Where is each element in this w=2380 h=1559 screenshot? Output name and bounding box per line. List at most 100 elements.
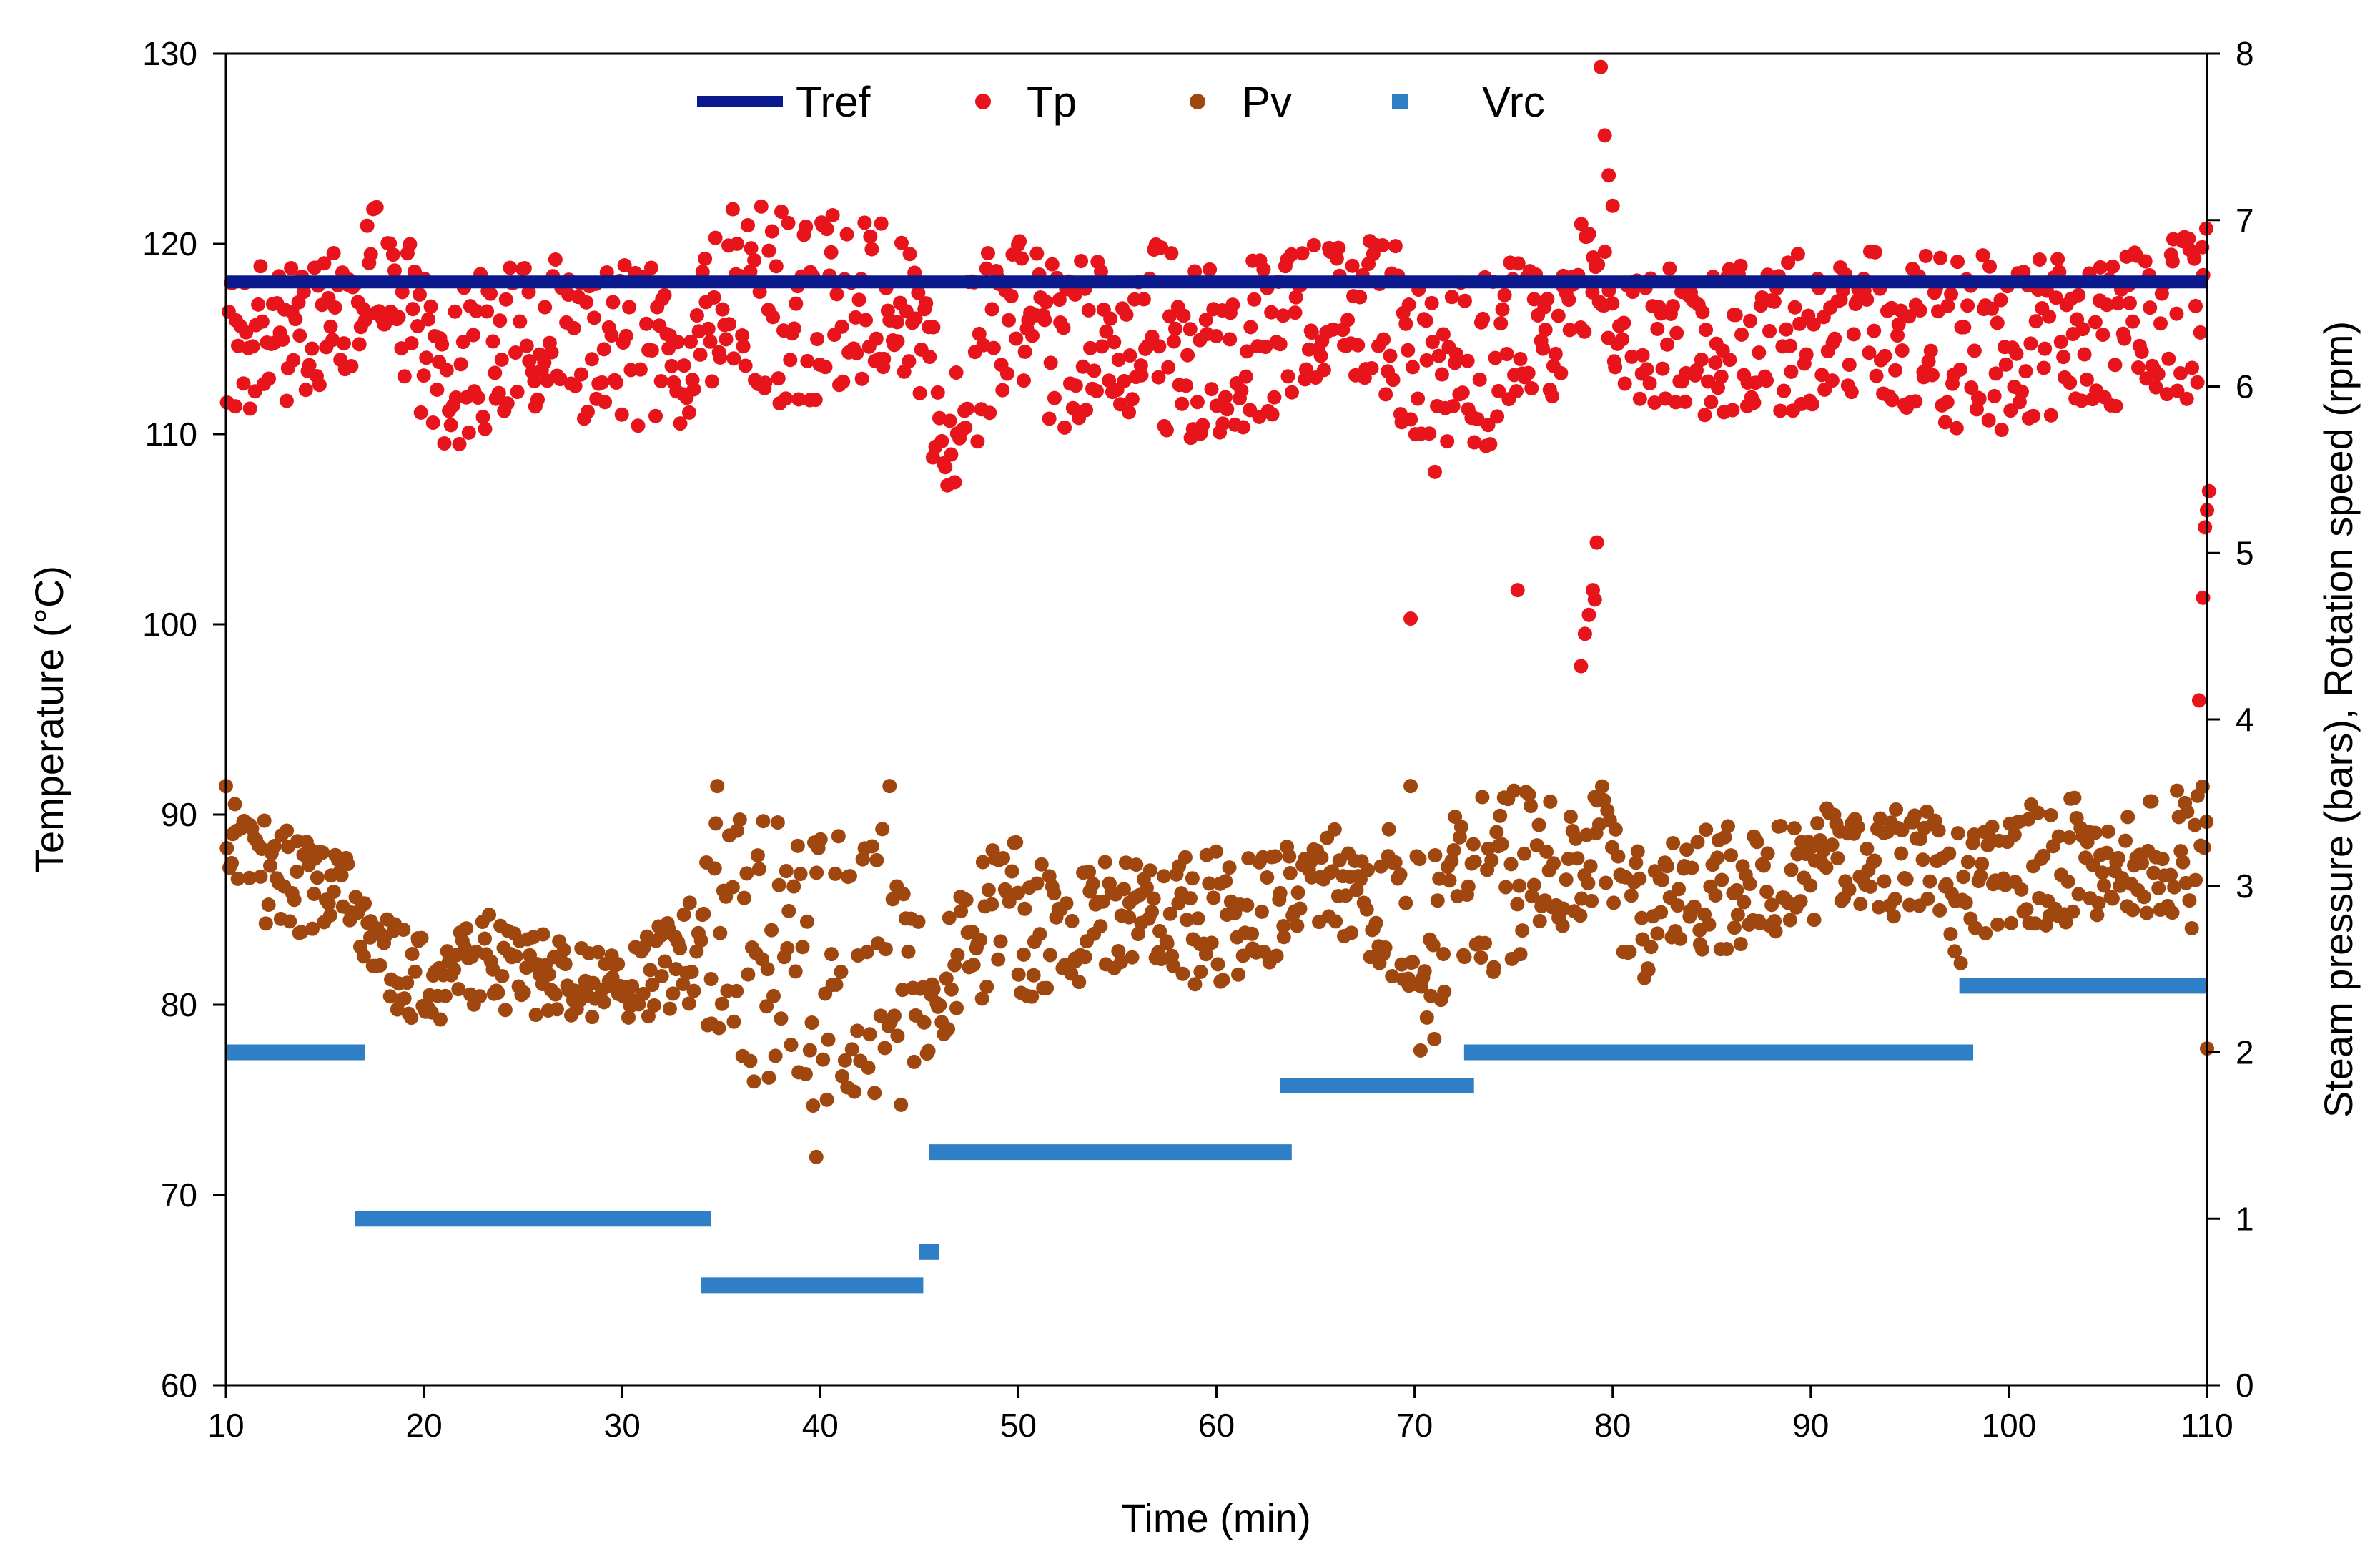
tp-point <box>693 347 708 362</box>
pv-point <box>1437 984 1452 999</box>
pv-point <box>1314 850 1329 865</box>
y-axis-right-title: Steam pressure (bars), Rotation speed (r… <box>2316 321 2361 1118</box>
pv-point <box>795 940 810 955</box>
pv-point <box>2170 783 2185 798</box>
pv-point <box>1077 950 1092 965</box>
pv-point <box>1426 938 1441 953</box>
pv-point <box>941 1021 956 1036</box>
tp-point <box>703 334 718 349</box>
tp-point <box>1056 320 1071 335</box>
pv-point <box>1644 940 1659 955</box>
tp-point <box>1095 339 1110 354</box>
tp-point <box>622 300 637 315</box>
tp-point <box>810 332 825 347</box>
tp-point <box>1240 344 1255 359</box>
pv-point <box>2184 921 2199 936</box>
pv-point <box>1513 947 1528 962</box>
pv-point <box>1584 893 1599 908</box>
pv-point <box>984 897 999 912</box>
tp-point <box>1616 315 1631 330</box>
pv-point <box>2136 890 2151 905</box>
y-right-tick-label: 0 <box>2236 1367 2254 1404</box>
tp-point <box>1605 198 1620 213</box>
pv-point <box>809 1149 824 1164</box>
pv-point <box>1720 819 1735 834</box>
pv-point <box>1187 977 1203 992</box>
pv-point <box>1378 940 1393 955</box>
tp-point <box>1345 258 1360 273</box>
pv-point <box>1011 967 1026 982</box>
pv-point <box>1368 915 1383 930</box>
tp-point <box>1182 322 1198 337</box>
tp-point <box>1597 128 1612 143</box>
pv-point <box>1710 850 1725 865</box>
tp-point <box>1434 367 1449 382</box>
y-right-tick-label: 5 <box>2236 534 2254 571</box>
pv-point <box>459 921 474 936</box>
tp-point <box>1012 234 1027 249</box>
tp-point <box>911 285 926 300</box>
tp-point <box>377 317 392 332</box>
pv-point <box>1122 910 1137 925</box>
pv-point <box>1129 857 1144 872</box>
tp-point <box>1581 227 1596 242</box>
pv-point <box>1956 870 1971 885</box>
pv-point <box>1010 885 1025 900</box>
pv-point <box>1581 876 1596 891</box>
tp-point <box>2195 240 2210 255</box>
pv-point <box>1555 918 1570 933</box>
tp-point <box>1446 398 1461 413</box>
pv-point <box>1222 860 1237 875</box>
pv-point <box>1526 877 1541 892</box>
pv-point <box>729 983 744 998</box>
tp-point <box>1376 332 1391 347</box>
tp-point <box>926 320 941 335</box>
x-tick-label: 110 <box>2181 1407 2233 1444</box>
tp-point <box>1925 368 1940 383</box>
tp-point <box>1045 257 1060 272</box>
tp-point <box>1655 361 1670 376</box>
tp-point <box>1187 264 1203 279</box>
tp-point <box>2108 358 2123 373</box>
tp-point <box>2093 260 2108 275</box>
tp-point <box>1660 337 1675 352</box>
pv-point <box>1177 850 1193 865</box>
pv-point <box>516 985 531 1000</box>
pv-point <box>821 1032 836 1047</box>
tp-point <box>1513 352 1528 367</box>
tp-point <box>1511 256 1526 271</box>
tp-point <box>1029 246 1045 261</box>
tp-point <box>681 405 696 420</box>
pv-point <box>400 975 415 990</box>
tp-point <box>664 358 679 373</box>
tp-point <box>829 287 844 302</box>
tp-point <box>1166 334 1181 349</box>
tp-point <box>1398 316 1413 331</box>
y-right-tick-label: 3 <box>2236 867 2254 905</box>
tp-point <box>1403 412 1418 427</box>
tp-point <box>1136 292 1151 307</box>
pv-point <box>357 896 372 911</box>
tp-point <box>1918 248 1933 263</box>
pv-point <box>877 1041 892 1056</box>
tp-point <box>1891 317 1906 332</box>
y-left-tick-label: 110 <box>145 415 197 453</box>
pv-point <box>813 832 828 847</box>
pv-point <box>887 1008 902 1023</box>
pv-point <box>1531 817 1546 832</box>
tp-point <box>352 337 367 352</box>
x-tick-label: 60 <box>1198 1407 1235 1444</box>
pv-point <box>2062 830 2077 845</box>
tp-point <box>298 383 313 398</box>
pv-point <box>834 1068 849 1083</box>
tp-point <box>1777 383 1792 398</box>
tp-point <box>1577 626 1592 641</box>
pv-point <box>1654 905 1669 920</box>
pv-point <box>1093 919 1108 934</box>
tp-point <box>683 334 698 349</box>
tp-point <box>1119 307 1134 322</box>
pv-point <box>257 813 272 828</box>
tp-point <box>369 200 384 215</box>
tp-point <box>1982 259 1998 274</box>
pv-point <box>1240 897 1255 913</box>
